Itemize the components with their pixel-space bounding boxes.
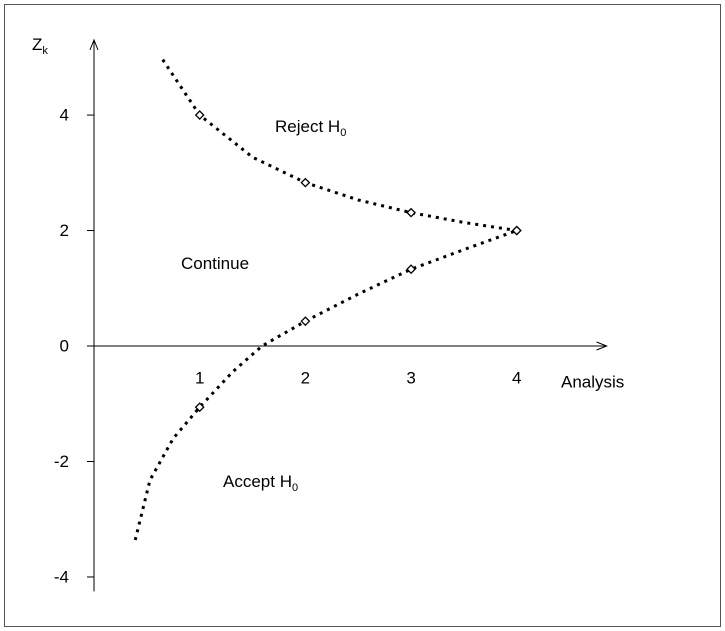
x-axis-arrow <box>596 341 608 351</box>
y-axis-label-sub: k <box>42 45 48 57</box>
annotation-text: Accept H <box>223 472 292 491</box>
boundary-point <box>406 264 416 275</box>
annotation-text: Continue <box>181 254 249 273</box>
boundary-point <box>300 177 311 188</box>
y-tick-label: -2 <box>54 452 69 471</box>
boundary-point <box>194 402 205 413</box>
x-tick-label: 1 <box>195 368 204 387</box>
annotation-text: Reject H <box>275 117 340 136</box>
y-tick-label: -4 <box>54 567 69 586</box>
x-tick-label: 3 <box>406 368 415 387</box>
annotation-sub: 0 <box>292 482 298 494</box>
annotation: Accept H0 <box>223 472 298 493</box>
y-axis-arrow <box>89 38 99 51</box>
annotation: Continue <box>181 254 249 273</box>
y-axis-label: Zk <box>32 35 48 56</box>
y-tick-label: 4 <box>60 106 69 125</box>
boundary-point <box>194 110 205 120</box>
x-tick-label: 4 <box>512 368 521 387</box>
frame <box>4 4 721 627</box>
boundary-point <box>511 225 522 236</box>
x-axis-label: Analysis <box>561 372 624 391</box>
boundary-point <box>406 207 416 218</box>
boundary-point <box>300 316 311 327</box>
y-axis-label-text: Z <box>32 35 42 54</box>
x-tick-label: 2 <box>301 368 310 387</box>
annotation: Reject H0 <box>275 117 346 138</box>
annotation-sub: 0 <box>340 127 346 139</box>
y-tick-label: 2 <box>60 221 69 240</box>
boundary-curve <box>133 229 518 541</box>
y-tick-label: 0 <box>60 336 69 355</box>
